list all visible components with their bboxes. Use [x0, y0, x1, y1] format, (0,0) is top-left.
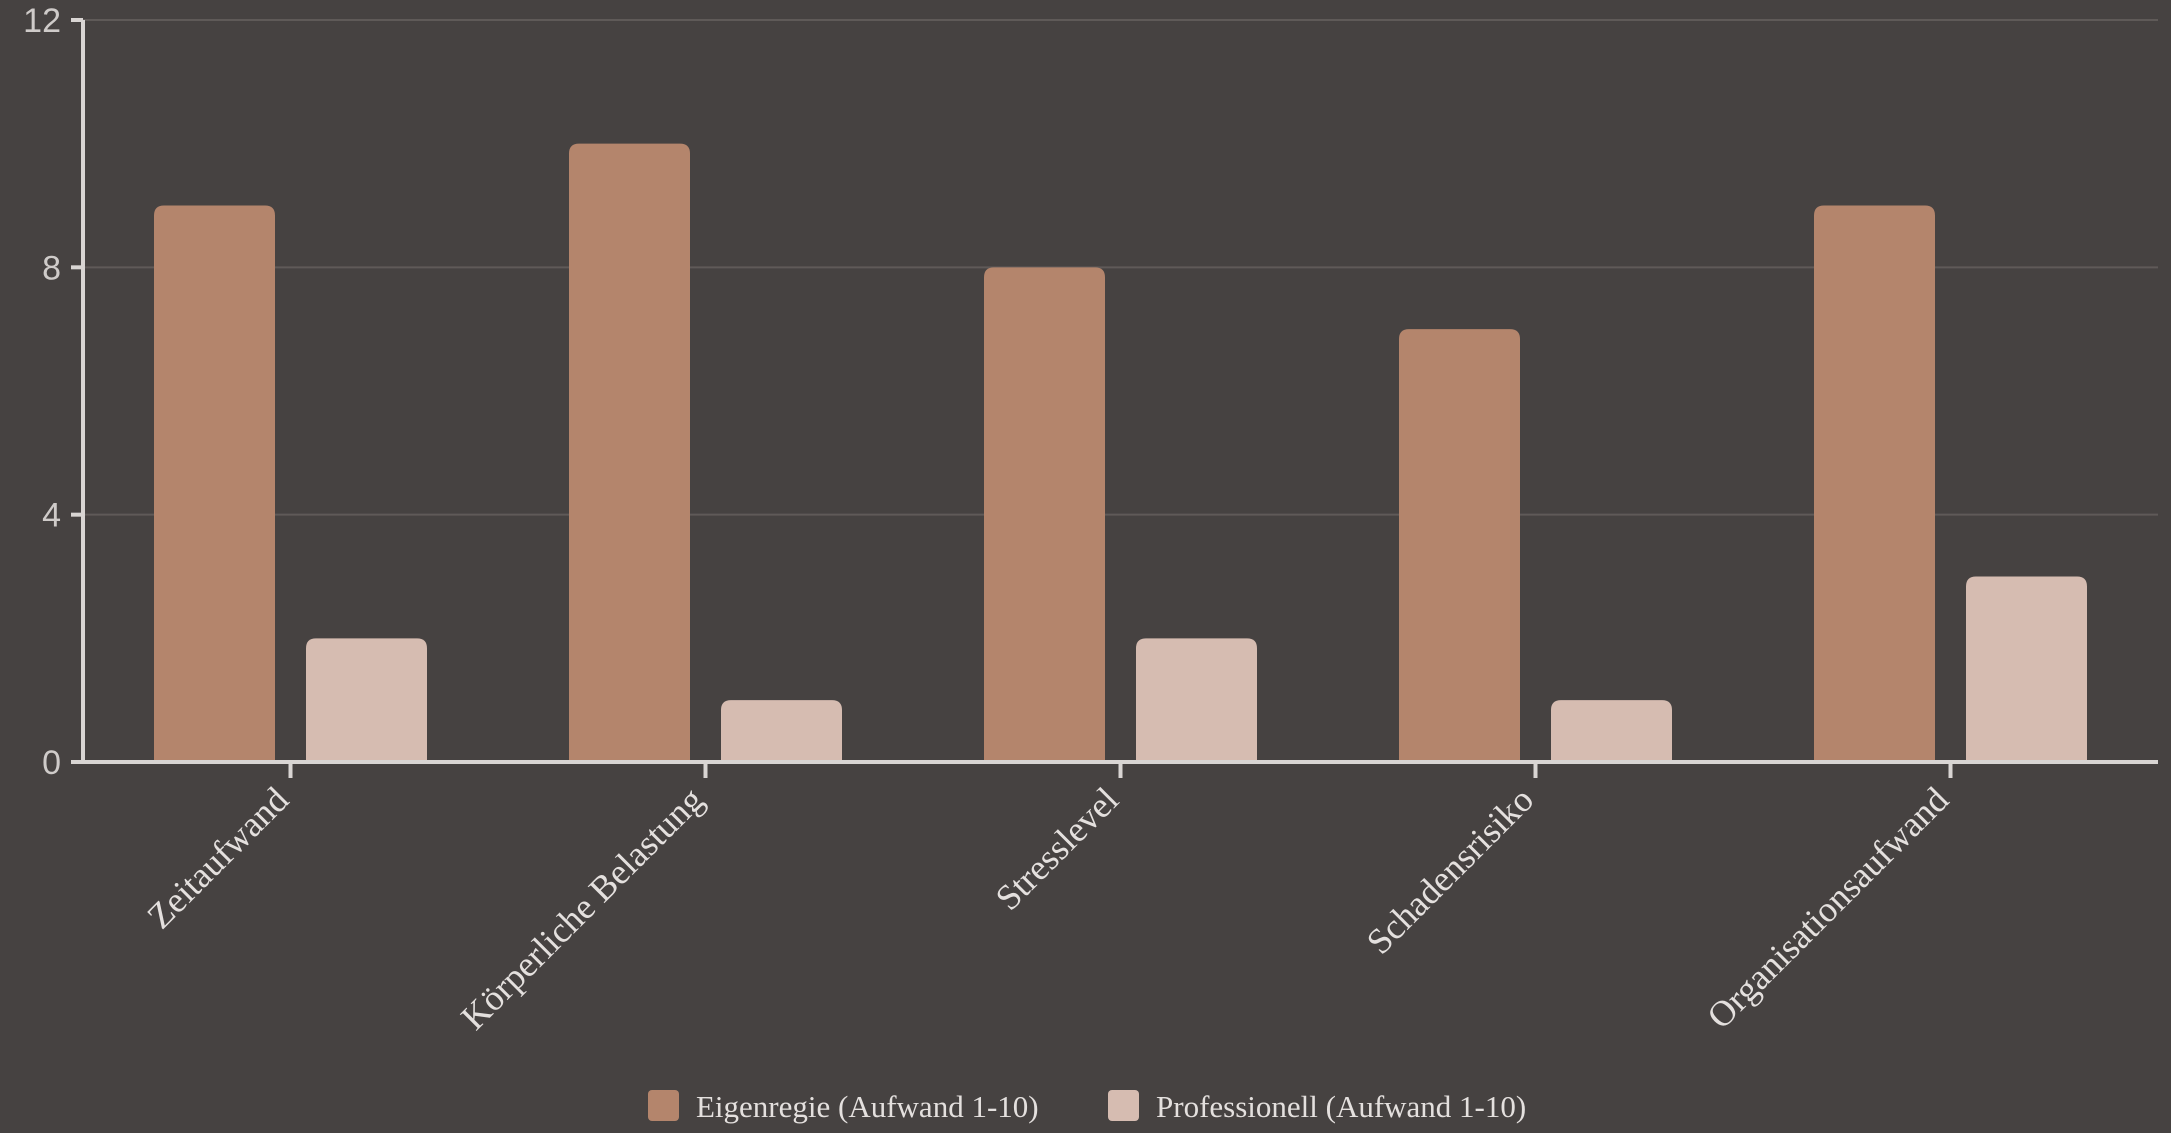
- x-tick-label: Zeitaufwand: [139, 779, 296, 936]
- bar-eigenregie: [1399, 329, 1520, 762]
- y-tick-labels: 0 4 8 12: [23, 2, 83, 782]
- x-tick-label: Stresslevel: [988, 779, 1127, 918]
- bar-eigenregie: [984, 267, 1105, 762]
- bar-eigenregie: [1814, 205, 1935, 762]
- bar-professionell: [1136, 638, 1257, 762]
- x-tick-label: Schadensrisiko: [1359, 779, 1541, 961]
- legend: Eigenregie (Aufwand 1-10) Professionell (…: [648, 1089, 1526, 1124]
- legend-label: Eigenregie (Aufwand 1-10): [696, 1089, 1039, 1124]
- x-tick-label: Organisationsaufwand: [1699, 779, 1956, 1036]
- legend-label: Professionell (Aufwand 1-10): [1156, 1089, 1526, 1124]
- x-tick-label: Körperliche Belastung: [453, 779, 711, 1037]
- legend-swatch: [648, 1090, 679, 1121]
- x-tick-labels: Zeitaufwand Körperliche Belastung Stressle…: [139, 762, 1956, 1037]
- bar-professionell: [1551, 700, 1672, 762]
- bar-professionell: [721, 700, 842, 762]
- y-tick-label: 12: [23, 2, 61, 40]
- bar-eigenregie: [569, 143, 690, 762]
- bar-eigenregie: [154, 205, 275, 762]
- grid-lines: [83, 19, 2158, 516]
- bar-professionell: [1966, 576, 2087, 762]
- y-tick-label: 8: [42, 249, 61, 287]
- y-tick-label: 0: [42, 744, 61, 782]
- bars: [154, 143, 2087, 762]
- bar-professionell: [306, 638, 427, 762]
- y-tick-label: 4: [42, 497, 61, 535]
- legend-swatch: [1108, 1090, 1139, 1121]
